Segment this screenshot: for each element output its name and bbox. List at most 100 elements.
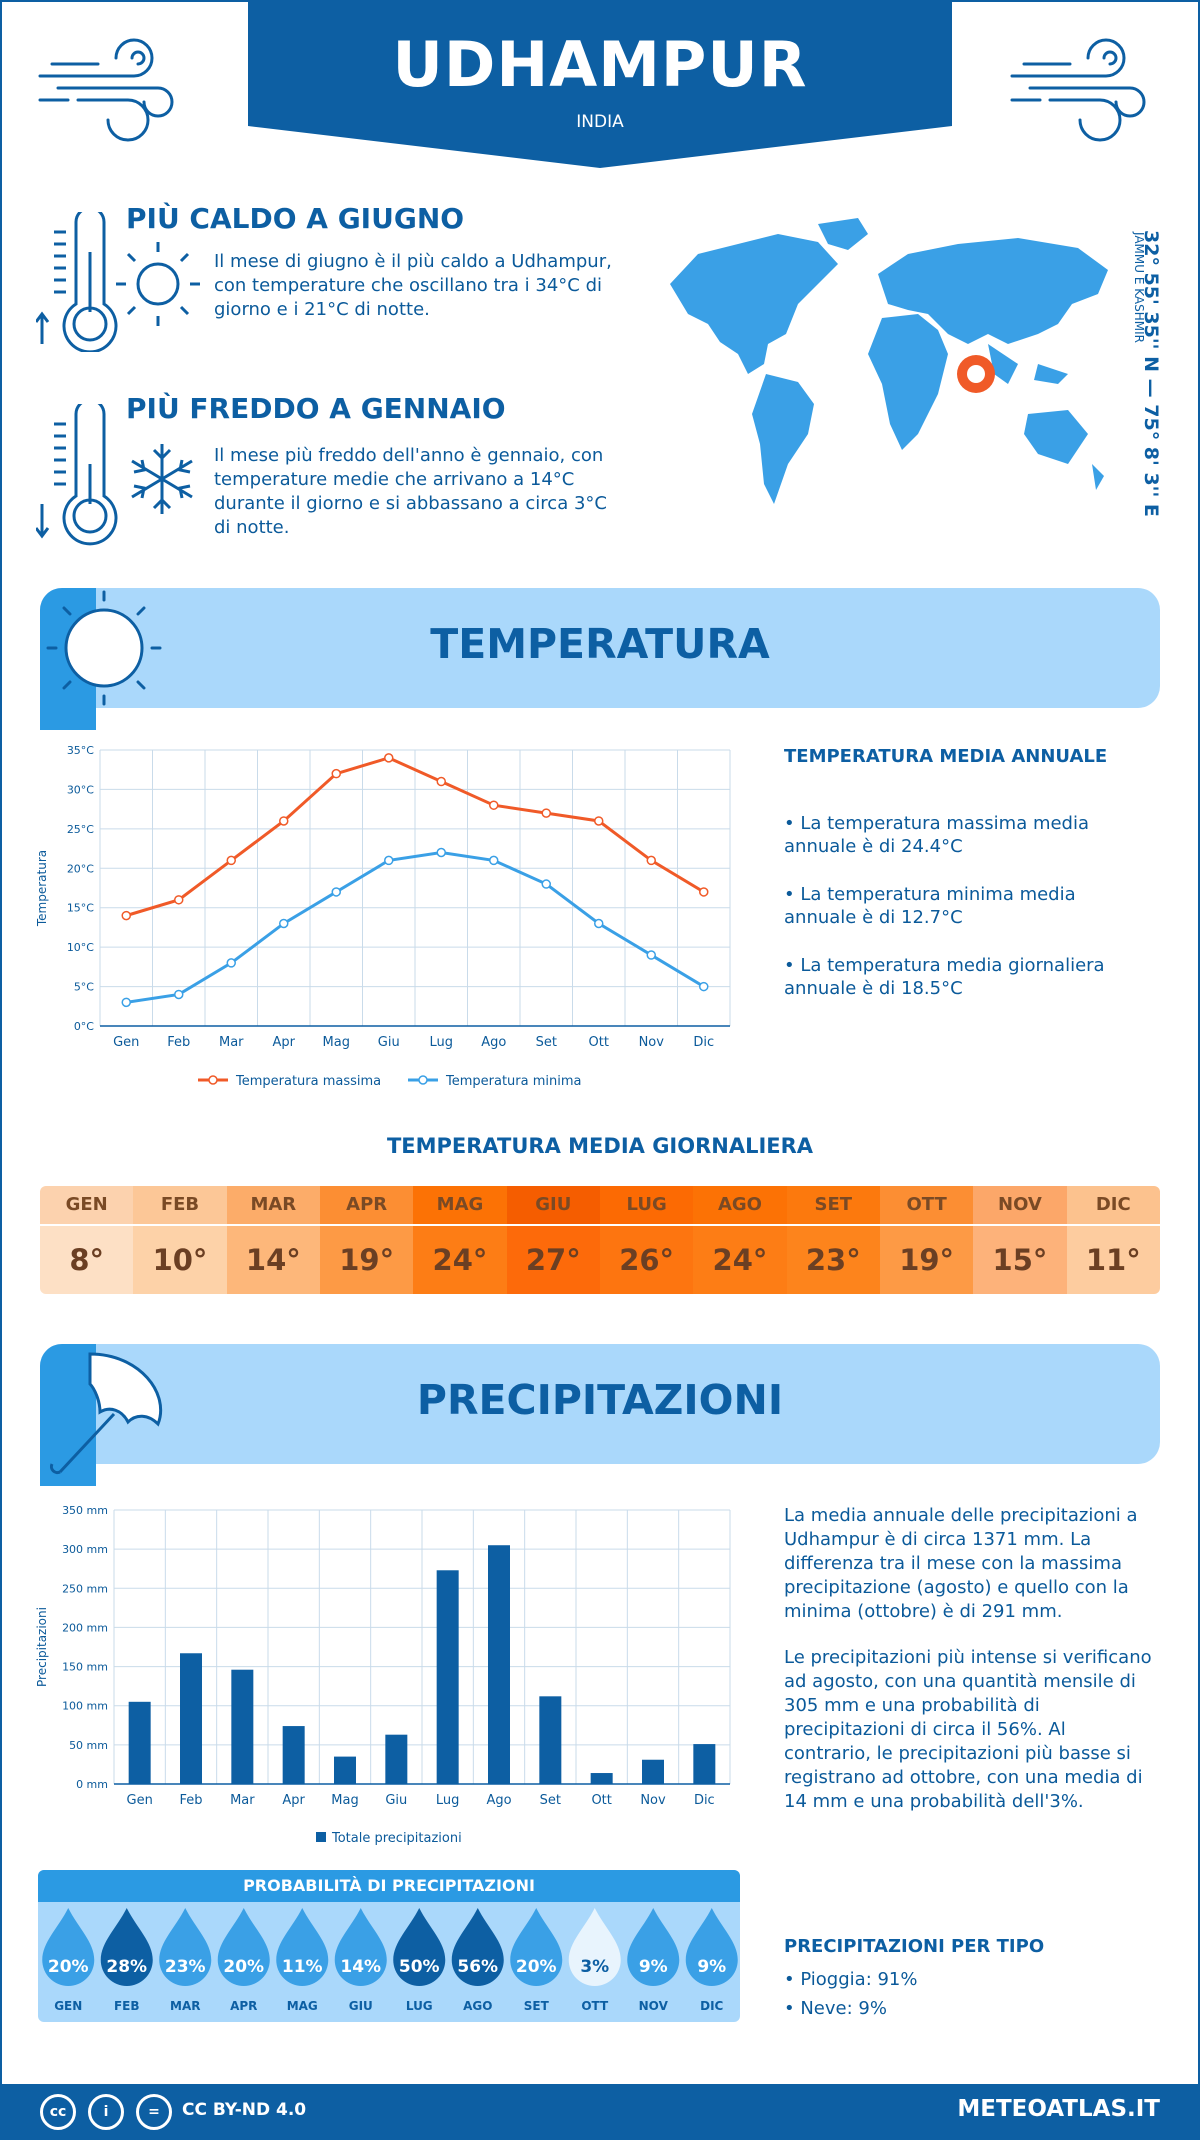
footer [0, 2084, 1200, 2140]
daily-temp-month: FEB [133, 1186, 227, 1226]
y-tick-label: 200 mm [62, 1621, 108, 1634]
probability-value: 28% [106, 1957, 147, 1977]
data-point [541, 879, 551, 889]
precip-bar [693, 1744, 716, 1784]
data-point [279, 918, 289, 929]
data-point [174, 895, 184, 905]
probability-value: 3% [580, 1957, 609, 1977]
probability-month: APR [230, 1999, 257, 2013]
probability-month: MAG [287, 1999, 318, 2013]
y-tick-label: 0 mm [76, 1778, 108, 1791]
y-tick-label: 35°C [67, 744, 94, 757]
legend-marker [208, 1075, 218, 1085]
probability-drop: 20% APR [217, 1908, 270, 2013]
x-tick-label: Lug [429, 1035, 453, 1050]
probability-month: NOV [639, 1999, 669, 2013]
y-tick-label: 300 mm [62, 1543, 108, 1556]
precip-bar [642, 1759, 664, 1784]
x-tick-label: Ott [591, 1793, 611, 1808]
raindrop-icon [393, 1908, 446, 1986]
x-tick-label: Giu [385, 1793, 407, 1808]
wind-icon [38, 38, 174, 142]
daily-temp-month: OTT [879, 1186, 974, 1226]
daily-temp-month: MAG [413, 1186, 507, 1226]
daily-temp-value: 26° [599, 1226, 694, 1294]
y-tick-label: 100 mm [62, 1700, 108, 1713]
coordinates: 32° 55' 35'' N — 75° 8' 3'' E [1140, 230, 1162, 517]
probability-drop: 9% NOV [627, 1908, 680, 2013]
x-tick-label: Feb [167, 1035, 190, 1050]
precip-bar [334, 1756, 356, 1784]
daily-temp-cell: NOV 15° [973, 1186, 1067, 1294]
wind-icon [1010, 38, 1146, 142]
precip-bar [590, 1773, 613, 1784]
precip-type-rain: • Pioggia: 91% [784, 1969, 918, 1990]
daily-temp-cell: AGO 24° [693, 1186, 787, 1294]
x-tick-label: Dic [693, 1035, 714, 1050]
daily-temp-cell: FEB 10° [133, 1186, 227, 1294]
temperature-chart: 0°C 5°C 10°C 15°C 20°C 25°C 30°C 35°C Gen Feb Mar A… [35, 744, 731, 1089]
x-tick-label: Lug [436, 1793, 460, 1808]
raindrop-icon [334, 1908, 387, 1986]
data-point [541, 808, 551, 818]
world-map [670, 218, 1108, 504]
daily-temp-cell: GEN 8° [40, 1186, 134, 1294]
probability-month: SET [524, 1999, 550, 2013]
daily-temp-value: 15° [973, 1226, 1067, 1294]
daily-temp-table: GEN 8° FEB 10° MAR 14° APR 19° MAG 24° GIU 27° LUG 26… [40, 1186, 1160, 1294]
daily-temp-cell: SET 23° [786, 1186, 880, 1294]
precip-bar [128, 1701, 151, 1784]
precip-bar [180, 1653, 202, 1784]
data-point [489, 800, 499, 810]
umbrella-icon [40, 1344, 163, 1486]
precip-bar [539, 1696, 562, 1784]
daily-temp-value: 8° [40, 1226, 134, 1294]
precip-bar [282, 1726, 305, 1784]
daily-temp-value: 19° [879, 1226, 974, 1294]
annual-temp-avg: • La temperatura media giornaliera annua… [784, 955, 1105, 999]
probability-drop: 20% GEN [42, 1908, 95, 2013]
probability-value: 56% [457, 1957, 498, 1977]
raindrop-icon [627, 1908, 680, 1986]
daily-temp-value: 27° [506, 1226, 600, 1294]
daily-temp-month: APR [319, 1186, 414, 1226]
data-point [384, 855, 394, 866]
site-link[interactable]: METEOATLAS.IT [957, 2096, 1160, 2122]
precip-section-bar [40, 1344, 1160, 1464]
daily-temp-value: 10° [133, 1226, 227, 1294]
precip-title: PRECIPITAZIONI [416, 1376, 784, 1424]
legend-marker [316, 1832, 326, 1842]
x-tick-label: Dic [694, 1793, 715, 1808]
temperature-title: TEMPERATURA [430, 620, 770, 668]
raindrop-icon [276, 1908, 329, 1986]
data-point [121, 910, 131, 921]
precip-probability-drops: 20% GEN 28% FEB 23% MAR 20% APR 11% MAG 14% GIU 50% L… [42, 1908, 738, 2013]
data-point [226, 855, 236, 866]
thermometer-hot-icon [36, 212, 200, 352]
probability-month: AGO [463, 1999, 492, 2013]
hot-text: Il mese di giugno è il più caldo a Udham… [214, 251, 612, 320]
precip-type-snow: • Neve: 9% [784, 1998, 887, 2019]
x-tick-label: Gen [127, 1793, 153, 1808]
daily-temp-cell: DIC 11° [1066, 1186, 1160, 1294]
x-tick-label: Ago [481, 1035, 506, 1050]
chart-grid [99, 749, 731, 1027]
city-name: UDHAMPUR [392, 28, 808, 101]
x-tick-label: Mar [219, 1035, 244, 1050]
probability-value: 14% [340, 1957, 381, 1977]
y-tick-label: 350 mm [62, 1504, 108, 1517]
y-tick-label: 25°C [67, 823, 94, 836]
x-tick-label: Nov [639, 1035, 665, 1050]
legend-label: Temperatura minima [445, 1074, 582, 1089]
precip-details: Le precipitazioni più intense si verific… [784, 1647, 1152, 1812]
probability-value: 20% [48, 1957, 89, 1977]
daily-temp-month: DIC [1066, 1186, 1160, 1226]
daily-temp-title: TEMPERATURA MEDIA GIORNALIERA [386, 1134, 814, 1158]
precip-bar [436, 1570, 459, 1784]
y-tick-label: 50 mm [69, 1739, 108, 1752]
series-line [126, 850, 705, 1004]
probability-month: LUG [406, 1999, 433, 2013]
cold-title: PIÙ FREDDO A GENNAIO [126, 392, 506, 425]
precipitation-chart: 0 mm 50 mm 100 mm 150 mm 200 mm 250 mm 300 mm 3… [35, 1504, 731, 1846]
daily-temp-month: GEN [40, 1186, 134, 1226]
